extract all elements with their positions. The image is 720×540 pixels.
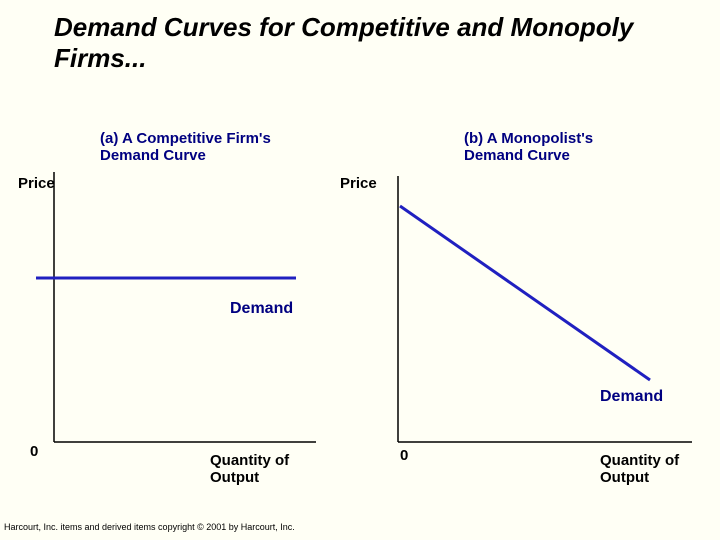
panel-b-demand-line-svg: [0, 0, 720, 540]
panel-b-demand-line: [400, 206, 650, 380]
copyright-footer: Harcourt, Inc. items and derived items c…: [2, 522, 297, 532]
slide: Demand Curves for Competitive and Monopo…: [0, 0, 720, 540]
